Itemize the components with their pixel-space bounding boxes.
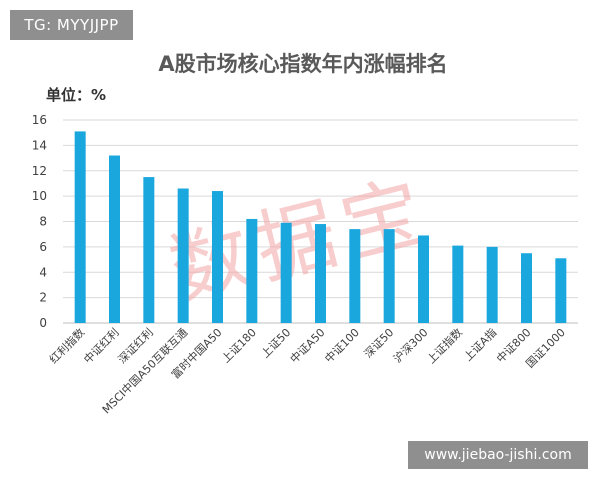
bar	[74, 131, 86, 323]
y-tick-label: 8	[39, 215, 47, 229]
bar	[418, 235, 429, 323]
x-tick-label: 中证红利	[81, 326, 121, 366]
y-tick-label: 14	[32, 138, 47, 152]
center-watermark: 数据宝	[161, 163, 440, 317]
bar	[486, 246, 498, 323]
bar	[280, 222, 292, 323]
bars	[74, 131, 567, 323]
bar	[452, 245, 464, 323]
x-tick-label: 中证A50	[288, 326, 328, 366]
watermark-text: 数据宝	[161, 163, 440, 317]
x-tick-label: 上证A指	[461, 325, 500, 364]
x-tick-label: 红利指数	[46, 325, 87, 366]
y-tick-label: 6	[39, 240, 47, 254]
x-tick-label: 中证100	[322, 326, 362, 366]
tg-watermark-badge: TG: MYYJJPP	[10, 10, 133, 40]
bar	[177, 188, 189, 323]
y-axis-ticks: 0 2 4 6 8 10 12 14 16	[32, 113, 47, 330]
x-tick-label: 上证180	[219, 326, 259, 366]
y-tick-label: 16	[32, 113, 47, 127]
url-watermark-badge: www.jiebao-jishi.com	[408, 441, 588, 469]
bar	[521, 253, 532, 323]
y-tick-label: 2	[39, 291, 47, 305]
y-tick-label: 0	[39, 316, 47, 330]
y-tick-label: 10	[32, 189, 47, 203]
x-tick-label: 上证指数	[424, 325, 465, 366]
bar	[109, 155, 120, 323]
y-tick-label: 4	[39, 265, 47, 279]
y-tick-label: 12	[32, 164, 47, 178]
x-tick-label: 沪深300	[390, 325, 430, 365]
bar	[555, 258, 567, 323]
bar	[383, 229, 395, 323]
bar	[143, 177, 155, 323]
bar	[212, 191, 223, 323]
bar	[315, 224, 326, 323]
bar	[349, 229, 361, 323]
chart-title: A股市场核心指数年内涨幅排名	[158, 52, 447, 76]
bar	[246, 218, 258, 323]
unit-label: 单位：%	[46, 86, 106, 104]
